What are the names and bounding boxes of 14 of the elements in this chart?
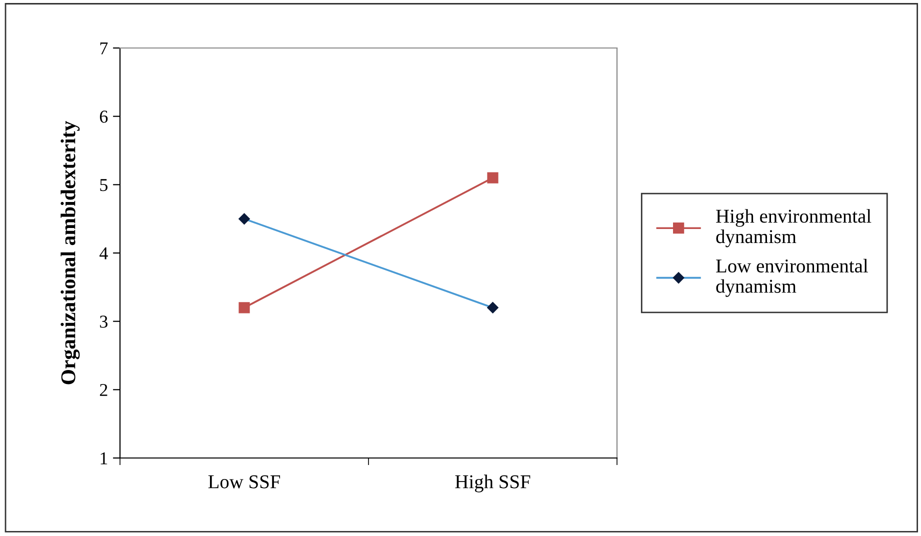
y-tick-label: 6 xyxy=(100,110,108,123)
y-tick-label: 2 xyxy=(100,384,108,396)
y-axis-title: Organizational ambidexterity xyxy=(60,120,80,384)
legend-label: High environmental dynamism xyxy=(716,209,872,248)
y-tick-label: 3 xyxy=(100,316,108,328)
y-tick-label: 1 xyxy=(100,452,108,464)
legend-label: Low environmental dynamism xyxy=(716,258,868,297)
y-tick-label: 7 xyxy=(100,42,108,54)
y-tick-label: 5 xyxy=(100,179,108,192)
point xyxy=(487,172,498,184)
x-tick-label: Low SSF xyxy=(208,475,280,488)
y-tick-label: 4 xyxy=(100,247,108,260)
x-tick-label: High SSF xyxy=(455,474,530,492)
point xyxy=(238,302,250,314)
